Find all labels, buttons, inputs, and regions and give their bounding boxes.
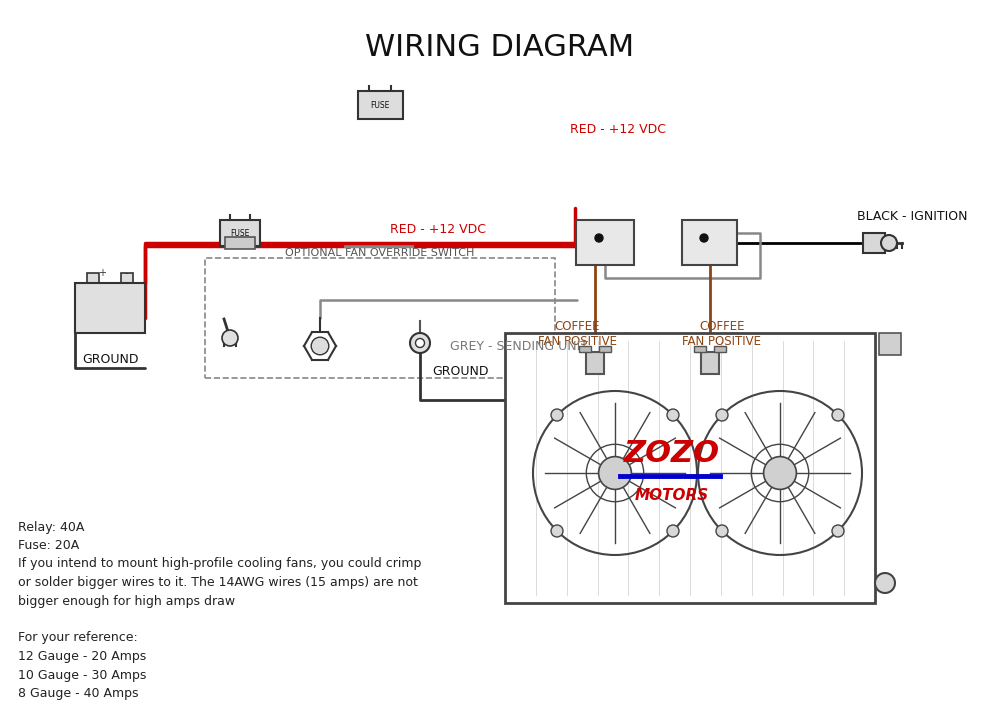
Text: WIRING DIAGRAM: WIRING DIAGRAM xyxy=(365,33,635,62)
Circle shape xyxy=(551,525,563,537)
Bar xyxy=(579,346,591,352)
Circle shape xyxy=(667,525,679,537)
Bar xyxy=(205,258,555,378)
Circle shape xyxy=(416,338,424,348)
Bar xyxy=(599,346,611,352)
Circle shape xyxy=(599,457,631,489)
Bar xyxy=(714,346,726,352)
Bar xyxy=(220,220,260,246)
Text: RED - +12 VDC: RED - +12 VDC xyxy=(390,223,486,236)
Text: GROUND: GROUND xyxy=(82,353,138,366)
Circle shape xyxy=(595,234,603,242)
Text: GROUND: GROUND xyxy=(432,365,488,378)
Circle shape xyxy=(700,234,708,242)
Circle shape xyxy=(410,333,430,353)
Bar xyxy=(121,273,133,283)
Circle shape xyxy=(875,573,895,593)
Text: RED - +12 VDC: RED - +12 VDC xyxy=(570,123,666,136)
Bar xyxy=(879,333,901,355)
Text: OPTIONAL FAN OVERRIDE SWITCH: OPTIONAL FAN OVERRIDE SWITCH xyxy=(285,248,475,258)
Circle shape xyxy=(716,525,728,537)
Circle shape xyxy=(551,409,563,421)
Text: GREY - SENDING UNIT: GREY - SENDING UNIT xyxy=(450,340,588,353)
Bar xyxy=(863,233,885,253)
Text: FUSE: FUSE xyxy=(230,229,250,237)
Bar xyxy=(225,237,255,249)
Text: COFFEE
FAN POSITIVE: COFFEE FAN POSITIVE xyxy=(682,320,762,348)
Circle shape xyxy=(764,457,796,489)
Circle shape xyxy=(832,525,844,537)
Text: Relay: 40A
Fuse: 20A
If you intend to mount high-profile cooling fans, you could: Relay: 40A Fuse: 20A If you intend to mo… xyxy=(18,520,421,700)
Text: ZOZO: ZOZO xyxy=(624,438,720,467)
Bar xyxy=(586,352,604,374)
Circle shape xyxy=(222,330,238,346)
Text: COFFEE
FAN POSITIVE: COFFEE FAN POSITIVE xyxy=(538,320,616,348)
Bar xyxy=(701,352,719,374)
Bar xyxy=(576,220,634,266)
Circle shape xyxy=(311,337,329,355)
Circle shape xyxy=(667,409,679,421)
Bar xyxy=(682,220,737,266)
Bar xyxy=(87,273,99,283)
Circle shape xyxy=(832,409,844,421)
Text: +: + xyxy=(98,268,106,278)
Circle shape xyxy=(881,235,897,251)
Circle shape xyxy=(716,409,728,421)
Text: -: - xyxy=(124,268,128,278)
Bar xyxy=(694,346,706,352)
Text: BLACK - IGNITION: BLACK - IGNITION xyxy=(857,210,968,223)
Bar xyxy=(75,283,145,333)
Bar xyxy=(358,91,402,119)
Text: FUSE: FUSE xyxy=(370,101,390,110)
Text: MOTORS: MOTORS xyxy=(635,489,709,503)
Bar xyxy=(505,333,875,603)
